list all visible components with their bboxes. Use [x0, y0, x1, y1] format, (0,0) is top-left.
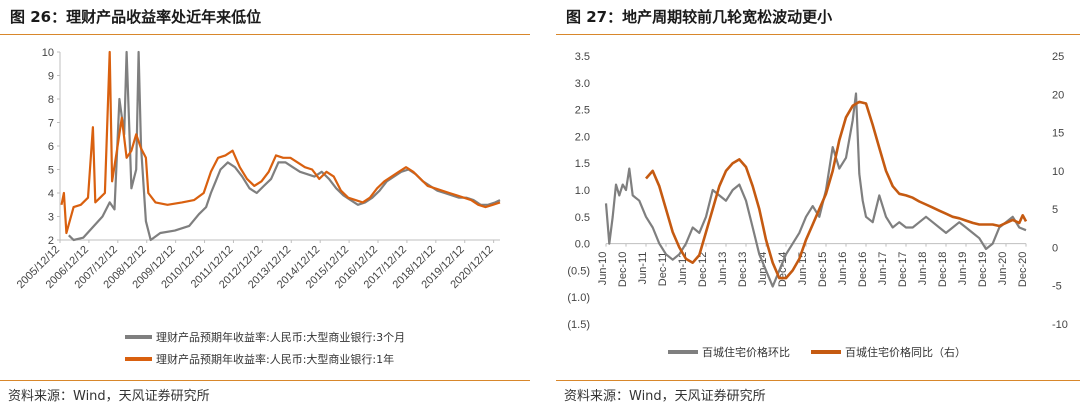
figure-26-panel: 图 26：理财产品收益率处近年来低位 2 3 4 5 6 7 8 9 10 2005/12/12 2… [0, 0, 530, 415]
y-left-tick-label: 1.5 [575, 158, 590, 170]
x-tick-label: Jun-14 [757, 252, 769, 286]
y-left-tick-label: 0.0 [575, 239, 590, 251]
y-tick-label: 6 [48, 141, 54, 153]
x-tick-label: Dec-13 [737, 252, 749, 287]
y-tick-label: 7 [48, 118, 54, 130]
x-tick-label: Dec-15 [817, 252, 829, 287]
y-left-tick-label: (1.5) [567, 319, 590, 331]
x-tick-label: Jun-20 [997, 252, 1009, 286]
y-right-tick-label: 15 [1052, 128, 1064, 140]
figure-26-title: 图 26：理财产品收益率处近年来低位 [10, 8, 262, 26]
x-tick-label: Jun-19 [957, 252, 969, 286]
figure-27-panel: 图 27：地产周期较前几轮宽松波动更小 3.5 3.0 2.5 2.0 1.5 1.0 0.… [556, 0, 1080, 415]
x-tick-label: Dec-12 [697, 252, 709, 287]
legend-label-1: 百城住宅价格环比 [702, 345, 790, 359]
x-tick-label: Jun-17 [877, 252, 889, 286]
source-divider [0, 380, 530, 381]
y-left-tick-label: 3.5 [575, 51, 590, 63]
figure-27-title: 图 27：地产周期较前几轮宽松波动更小 [566, 8, 833, 26]
y-left-tick-label: 2.5 [575, 105, 590, 117]
x-tick-label: Jun-12 [677, 252, 689, 286]
y-right-tick-label: 25 [1052, 51, 1064, 63]
legend-label-2: 百城住宅价格同比（右） [845, 345, 966, 359]
title-divider [0, 34, 530, 35]
title-divider [556, 34, 1080, 35]
figure-26-chart: 23456789102005/12/122006/12/122007/12/12… [15, 47, 501, 366]
figure-27-chart: 3.5 3.0 2.5 2.0 1.5 1.0 0.5 0.0 (0.5) (1.0) (1.5) 2… [567, 51, 1068, 359]
y-right-tick-label: 10 [1052, 166, 1064, 178]
y-right-tick-label: -5 [1052, 281, 1062, 293]
y-tick-label: 8 [48, 94, 54, 106]
figure-26-source: 资料来源：Wind，天风证券研究所 [8, 389, 210, 404]
y-left-tick-label: 2.0 [575, 131, 590, 143]
x-tick-label: Dec-10 [617, 252, 629, 287]
series-line-2 [645, 100, 1028, 280]
x-tick-label: Jun-11 [637, 252, 649, 285]
series-line-1 [604, 92, 1027, 288]
y-right-tick-label: 0 [1052, 242, 1058, 254]
series-line-1 [68, 50, 501, 242]
x-tick-label: Dec-18 [937, 252, 949, 287]
x-tick-label: Dec-19 [977, 252, 989, 287]
x-tick-label: Jun-18 [917, 252, 929, 286]
x-tick-label: Dec-16 [857, 252, 869, 287]
source-divider [556, 380, 1080, 381]
x-tick-label: Jun-16 [837, 252, 849, 286]
legend-label-1: 理财产品预期年收益率:人民币:大型商业银行:3个月 [156, 330, 405, 344]
y-tick-label: 3 [48, 212, 54, 224]
y-right-tick-label: 5 [1052, 204, 1058, 216]
y-tick-label: 5 [48, 165, 54, 177]
x-tick-label: Dec-11 [657, 252, 669, 287]
y-left-tick-label: (1.0) [567, 292, 590, 304]
legend-label-2: 理财产品预期年收益率:人民币:大型商业银行:1年 [156, 352, 394, 366]
y-tick-label: 9 [48, 71, 54, 83]
x-tick-label: Jun-13 [717, 252, 729, 286]
x-tick-label: Dec-20 [1017, 252, 1029, 287]
series-line-2 [60, 50, 501, 235]
y-left-tick-label: 1.0 [575, 185, 590, 197]
y-tick-label: 10 [42, 47, 54, 59]
y-tick-label: 2 [48, 235, 54, 247]
y-left-tick-label: 0.5 [575, 212, 590, 224]
y-right-tick-label: 20 [1052, 89, 1064, 101]
y-right-tick-label: -10 [1052, 319, 1068, 331]
x-tick-label: Dec-17 [897, 252, 909, 287]
y-tick-label: 4 [48, 188, 54, 200]
y-left-tick-label: 3.0 [575, 78, 590, 90]
figure-27-source: 资料来源：Wind，天风证券研究所 [564, 389, 766, 404]
y-left-tick-label: (0.5) [567, 265, 590, 277]
x-tick-label: Jun-10 [597, 252, 609, 286]
